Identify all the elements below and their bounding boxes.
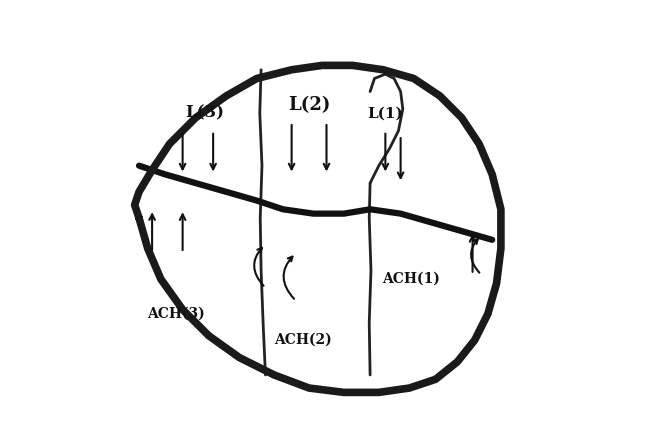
- Text: ACH(1): ACH(1): [383, 272, 441, 286]
- Text: ACH(2): ACH(2): [274, 333, 331, 347]
- Polygon shape: [135, 65, 501, 392]
- Text: L(3): L(3): [185, 105, 224, 122]
- Text: ACH(3): ACH(3): [147, 307, 205, 321]
- Text: L(1): L(1): [368, 106, 404, 120]
- Text: L(2): L(2): [288, 95, 330, 114]
